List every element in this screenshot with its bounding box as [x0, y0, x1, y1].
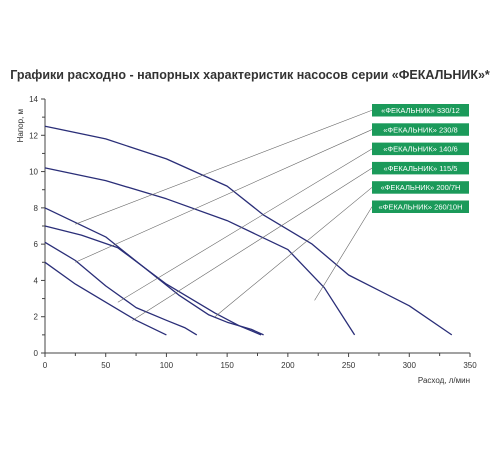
y-tick-label: 12 — [29, 131, 38, 140]
y-tick-label: 14 — [29, 95, 38, 104]
x-tick-label: 100 — [160, 361, 174, 370]
leader-line-6 — [314, 206, 373, 301]
series-line-2 — [44, 167, 356, 336]
x-tick-label: 300 — [403, 361, 417, 370]
y-tick-label: 6 — [34, 240, 39, 249]
x-tick-label: 0 — [43, 361, 48, 370]
series-label-box-4 — [372, 161, 469, 175]
leader-line-2 — [75, 129, 373, 263]
series-label-box-5 — [372, 181, 469, 194]
leader-line-4 — [132, 167, 373, 321]
series-label-box-6 — [372, 200, 469, 213]
lines-layer — [44, 125, 453, 336]
y-axis-label: Напор, м — [16, 109, 25, 142]
series-line-1 — [44, 125, 453, 336]
y-tick-label: 0 — [34, 349, 39, 358]
series-label-box-1 — [372, 104, 469, 117]
x-tick-label: 200 — [281, 361, 295, 370]
series-label-6: «ФЕКАЛЬНИК» 260/10Н — [378, 203, 462, 212]
series-label-2: «ФЕКАЛЬНИК» 230/8 — [383, 125, 457, 134]
axes-layer: 0 50 100 150 200 250 300 350 0 2 4 6 8 10 12 14 Расход, … — [16, 95, 477, 385]
series-line-4 — [44, 241, 198, 336]
series-label-4: «ФЕКАЛЬНИК» 115/5 — [384, 164, 458, 173]
y-tick-label: 8 — [34, 204, 39, 213]
x-tick-label: 350 — [463, 361, 477, 370]
series-line-3 — [44, 207, 264, 336]
leaders-layer — [75, 109, 373, 321]
series-line-6 — [44, 261, 167, 336]
series-label-box-3 — [372, 142, 469, 156]
chart-title: Графики расходно - напорных характеристи… — [10, 68, 490, 82]
labels-layer: «ФЕКАЛЬНИК» 330/12 «ФЕКАЛЬНИК» 230/8 «ФЕКА… — [372, 104, 469, 213]
leader-line-3 — [117, 148, 373, 303]
series-line-5 — [44, 225, 262, 336]
x-tick-label: 150 — [220, 361, 234, 370]
series-label-box-2 — [372, 123, 469, 136]
leader-line-1 — [75, 109, 373, 225]
x-tick-label: 50 — [101, 361, 110, 370]
series-label-5: «ФЕКАЛЬНИК» 200/7Н — [381, 183, 461, 192]
series-label-3: «ФЕКАЛЬНИК» 140/6 — [383, 145, 457, 154]
y-tick-label: 10 — [29, 168, 38, 177]
leader-line-5 — [214, 187, 373, 317]
x-tick-label: 250 — [342, 361, 356, 370]
x-axis-label: Расход, л/мин — [418, 376, 470, 385]
y-tick-label: 4 — [34, 276, 39, 285]
y-tick-label: 2 — [34, 313, 39, 322]
series-label-1: «ФЕКАЛЬНИК» 330/12 — [381, 106, 460, 115]
